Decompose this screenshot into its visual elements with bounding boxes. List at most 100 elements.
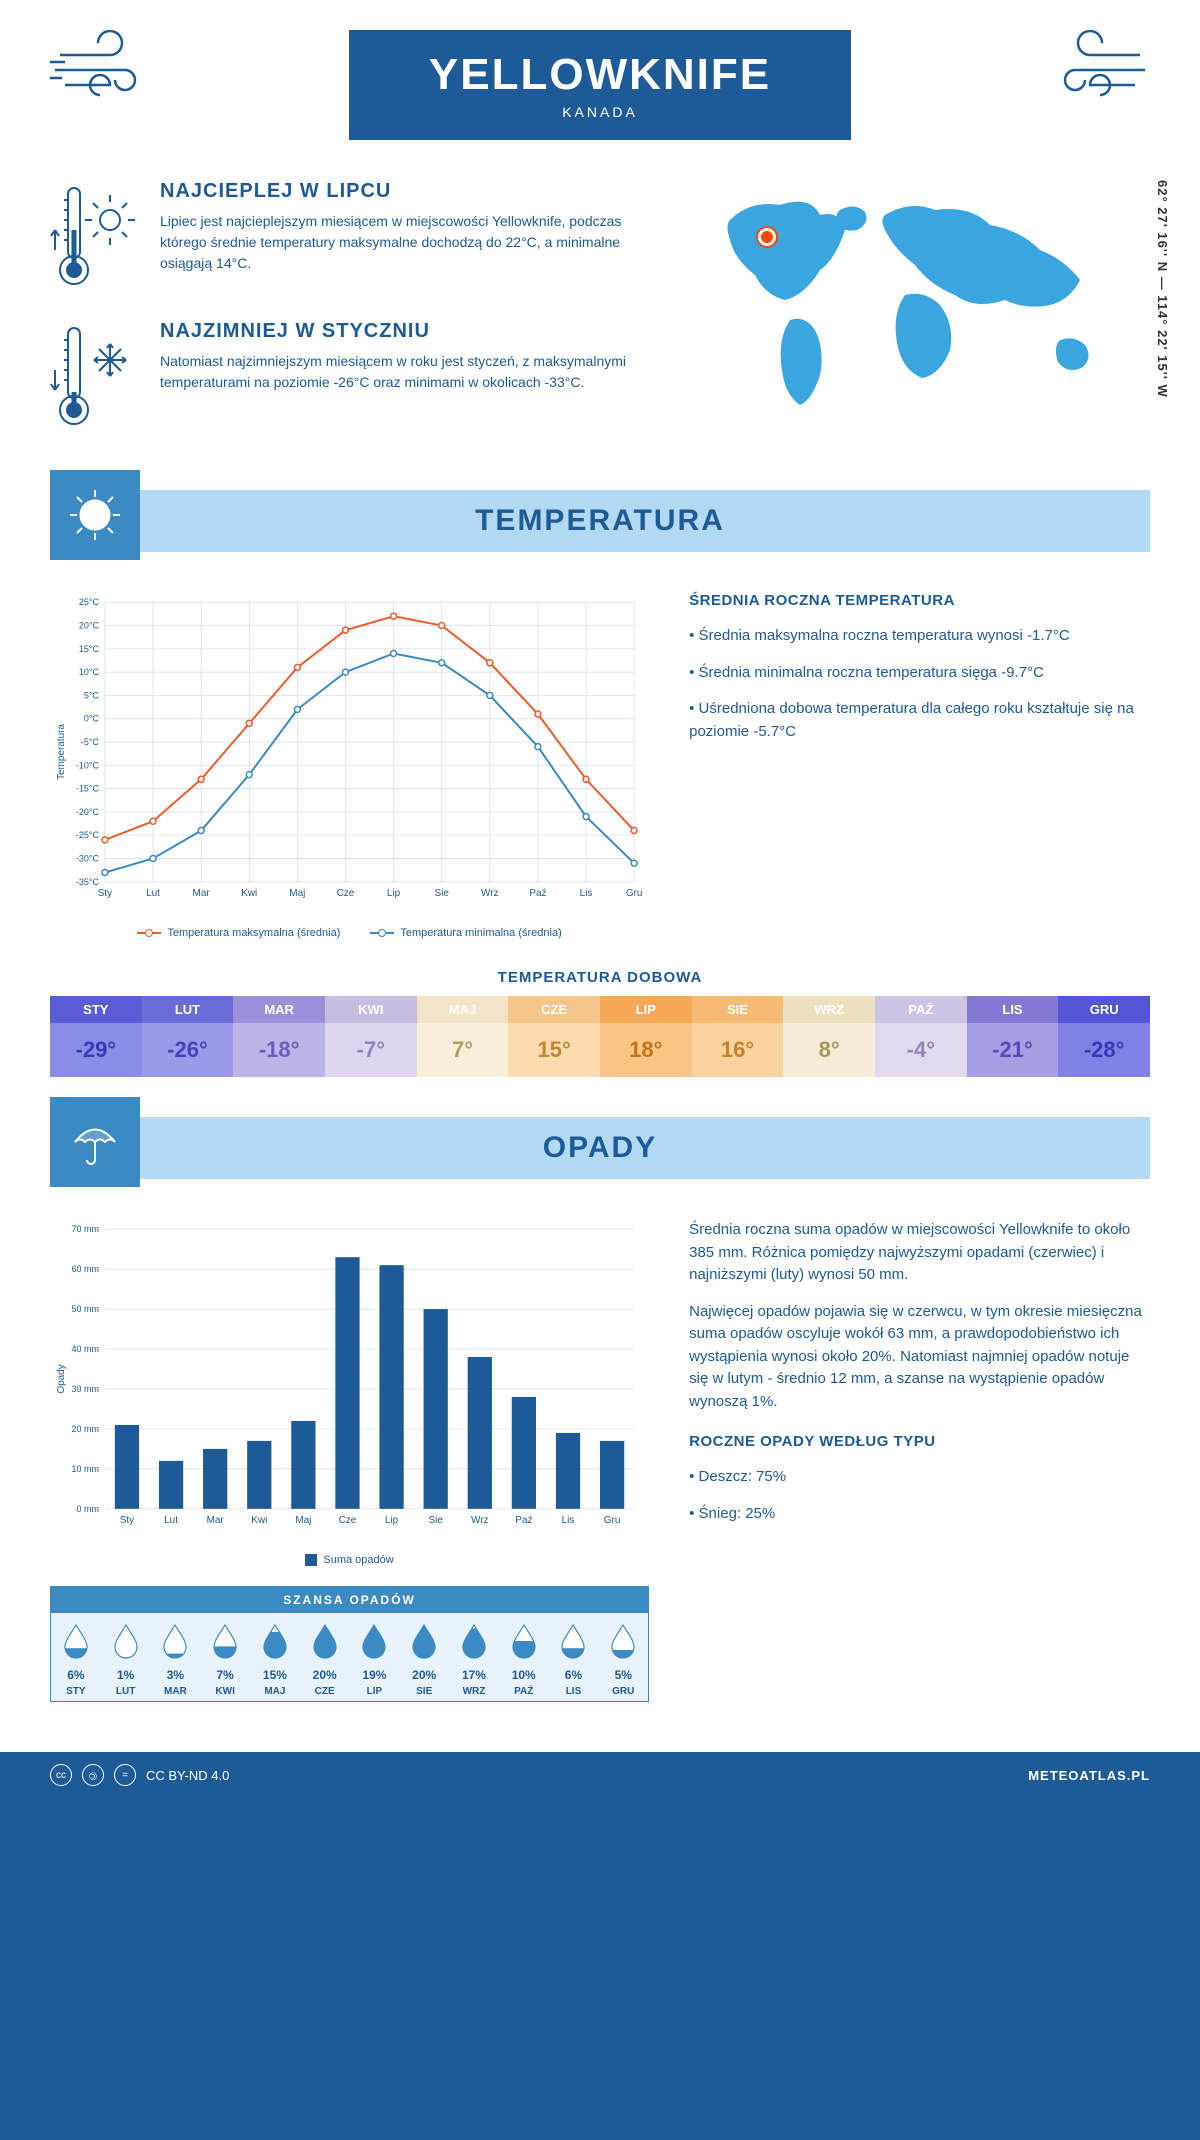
chance-cell: 20% CZE [300,1623,350,1697]
svg-text:Sie: Sie [434,888,449,899]
nd-icon: = [114,1764,136,1786]
umbrella-icon-box [50,1097,140,1187]
svg-text:Paź: Paź [529,888,546,899]
precip-type2: • Śnieg: 25% [689,1503,1150,1526]
daily-value: 18° [600,1023,692,1077]
svg-text:Kwi: Kwi [251,1515,267,1526]
cold-text: NAJZIMNIEJ W STYCZNIU Natomiast najzimni… [160,320,660,430]
chance-cell: 6% LIS [549,1623,599,1697]
precip-chart-area: 0 mm10 mm20 mm30 mm40 mm50 mm60 mm70 mmO… [50,1219,649,1702]
drop-icon [360,1623,388,1659]
daily-month: STY [50,996,142,1023]
precip-type-title: ROCZNE OPADY WEDŁUG TYPU [689,1433,1150,1450]
hot-block: NAJCIEPLEJ W LIPCU Lipiec jest najcieple… [50,180,660,290]
svg-text:0 mm: 0 mm [77,1504,99,1514]
svg-text:Wrz: Wrz [481,888,499,899]
daily-value: -26° [142,1023,234,1077]
chance-header: SZANSA OPADÓW [51,1587,648,1613]
svg-text:-10°C: -10°C [76,760,100,770]
daily-temp-title: TEMPERATURA DOBOWA [0,969,1200,986]
svg-text:Kwi: Kwi [241,888,257,899]
chance-row: 6% STY 1% LUT 3% MAR 7% [51,1613,648,1701]
svg-text:Paź: Paź [515,1515,532,1526]
svg-text:-35°C: -35°C [76,877,100,887]
drop-icon [410,1623,438,1659]
svg-text:Cze: Cze [339,1515,357,1526]
hot-para: Lipiec jest najcieplejszym miesiącem w m… [160,211,660,274]
precip-legend: Suma opadów [50,1554,649,1566]
daily-value: 15° [508,1023,600,1077]
daily-value: -7° [325,1023,417,1077]
daily-month: GRU [1058,996,1150,1023]
precip-title: OPADY [543,1131,657,1165]
hot-text: NAJCIEPLEJ W LIPCU Lipiec jest najcieple… [160,180,660,290]
svg-text:50 mm: 50 mm [72,1304,99,1314]
legend-max: .legend-item:nth-child(1) .legend-line::… [137,927,340,939]
daily-month: WRZ [783,996,875,1023]
drop-icon [261,1623,289,1659]
city-title: YELLOWKNIFE [429,50,771,100]
svg-text:20 mm: 20 mm [72,1424,99,1434]
svg-text:Lis: Lis [562,1515,575,1526]
svg-text:Cze: Cze [337,888,355,899]
svg-text:Maj: Maj [295,1515,311,1526]
precip-p2: Najwięcej opadów pojawia się w czerwcu, … [689,1301,1150,1414]
daily-month: PAŹ [875,996,967,1023]
chance-cell: 6% STY [51,1623,101,1697]
daily-value: 16° [692,1023,784,1077]
temp-line-chart: -35°C-30°C-25°C-20°C-15°C-10°C-5°C0°C5°C… [50,592,649,912]
chance-cell: 7% KWI [200,1623,250,1697]
daily-value: -21° [967,1023,1059,1077]
avg-p3: • Uśredniona dobowa temperatura dla całe… [689,698,1150,743]
drop-icon [559,1623,587,1659]
by-icon: 🄯 [82,1764,104,1786]
svg-text:-25°C: -25°C [76,830,100,840]
hot-title: NAJCIEPLEJ W LIPCU [160,180,660,203]
svg-text:Lut: Lut [146,888,160,899]
drop-icon [609,1623,637,1659]
daily-month: LIS [967,996,1059,1023]
svg-text:40 mm: 40 mm [72,1344,99,1354]
temp-text: ŚREDNIA ROCZNA TEMPERATURA • Średnia mak… [689,592,1150,939]
chance-cell: 1% LUT [101,1623,151,1697]
svg-text:Mar: Mar [193,888,211,899]
thermometer-hot-icon [50,180,140,290]
location-marker [758,228,776,246]
country-subtitle: KANADA [429,104,771,120]
precip-type1: • Deszcz: 75% [689,1466,1150,1489]
daily-month: MAJ [417,996,509,1023]
page: YELLOWKNIFE KANADA [0,0,1200,1798]
temp-chart-row: -35°C-30°C-25°C-20°C-15°C-10°C-5°C0°C5°C… [0,552,1200,959]
daily-value: -29° [50,1023,142,1077]
svg-text:60 mm: 60 mm [72,1264,99,1274]
umbrella-icon [65,1112,125,1172]
daily-value: 8° [783,1023,875,1077]
daily-month: LIP [600,996,692,1023]
svg-text:Lut: Lut [164,1515,178,1526]
map-wrap: 62° 27' 16'' N — 114° 22' 15'' W [690,180,1150,460]
chance-cell: 17% WRZ [449,1623,499,1697]
daily-month: SIE [692,996,784,1023]
cc-icon: cc [50,1764,72,1786]
daily-value: -4° [875,1023,967,1077]
svg-text:70 mm: 70 mm [72,1224,99,1234]
svg-text:Mar: Mar [207,1515,225,1526]
svg-text:Gru: Gru [626,888,643,899]
daily-value: -18° [233,1023,325,1077]
drop-icon [510,1623,538,1659]
footer-left: cc 🄯 = CC BY-ND 4.0 [50,1764,229,1786]
cold-title: NAJZIMNIEJ W STYCZNIU [160,320,660,343]
svg-text:0°C: 0°C [84,714,100,724]
daily-value: -28° [1058,1023,1150,1077]
temp-legend: .legend-item:nth-child(1) .legend-line::… [50,927,649,939]
daily-month: KWI [325,996,417,1023]
legend-precip: Suma opadów [305,1554,393,1566]
svg-text:25°C: 25°C [79,597,100,607]
svg-text:Sie: Sie [428,1515,443,1526]
precip-section-header: OPADY [50,1117,1150,1179]
daily-value: 7° [417,1023,509,1077]
svg-text:Wrz: Wrz [471,1515,489,1526]
sun-icon-box [50,470,140,560]
svg-text:Gru: Gru [604,1515,621,1526]
header: YELLOWKNIFE KANADA [0,0,1200,160]
